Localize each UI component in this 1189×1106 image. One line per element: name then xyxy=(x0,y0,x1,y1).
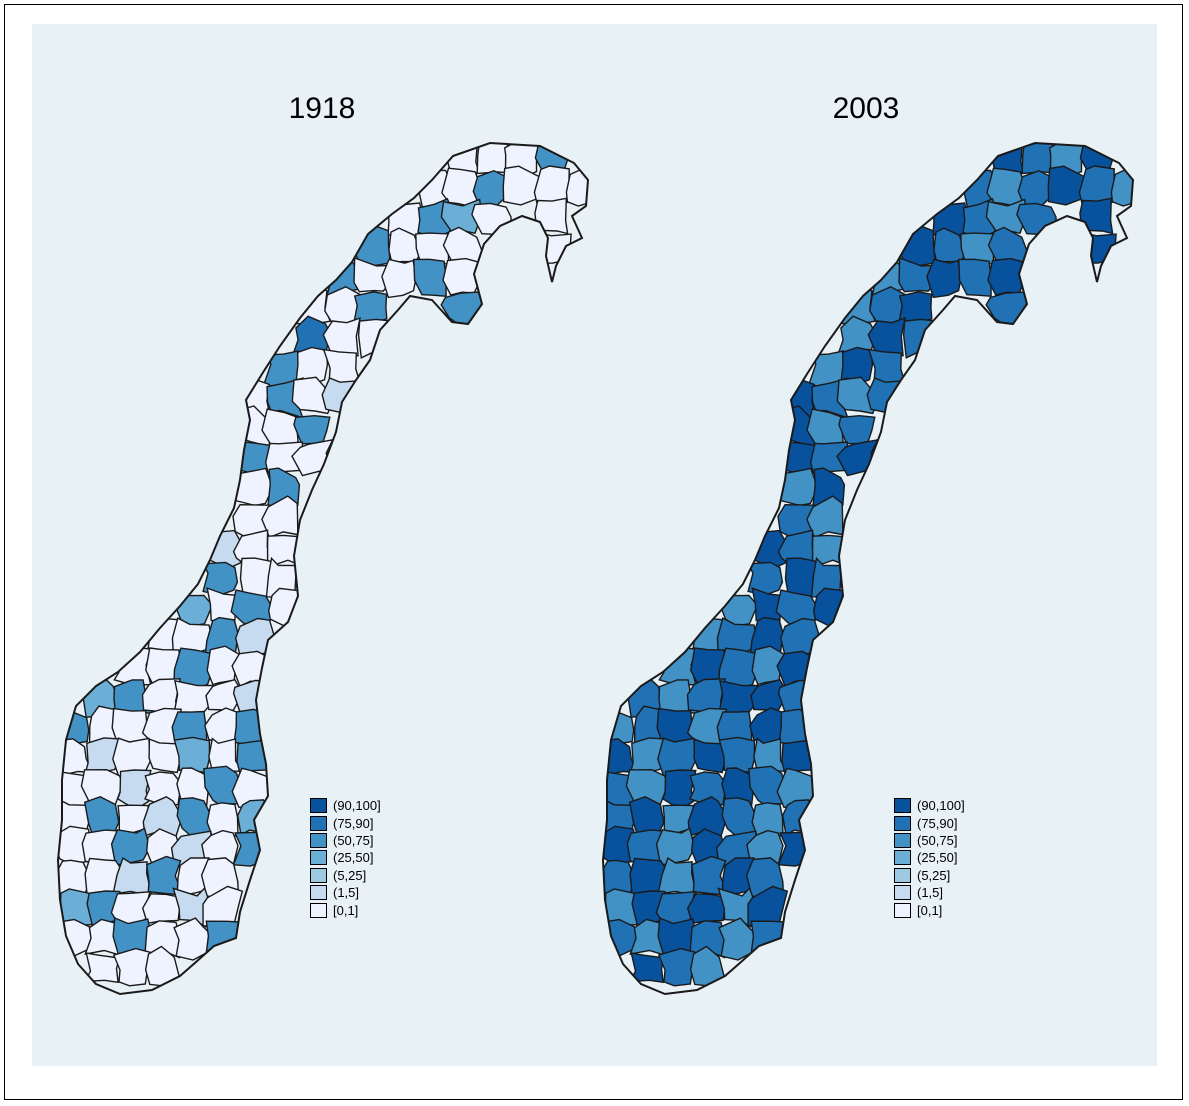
municipality-region xyxy=(985,198,1028,235)
legend-item: (90,100] xyxy=(894,797,1014,814)
municipality-region xyxy=(291,376,334,415)
legend-swatch xyxy=(310,885,327,901)
legend-swatch xyxy=(894,850,911,866)
legend-swatch xyxy=(310,832,327,848)
municipality-region xyxy=(144,920,182,959)
municipality-region xyxy=(353,257,393,293)
municipality-region xyxy=(898,257,938,293)
legend-label: (50,75] xyxy=(917,832,958,848)
country-outline xyxy=(56,141,590,996)
municipality-region xyxy=(148,738,183,774)
municipality-region xyxy=(926,258,962,299)
legend-item: (5,25] xyxy=(894,867,1014,884)
municipality-region xyxy=(352,291,388,329)
municipality-region xyxy=(413,258,447,297)
municipality-region xyxy=(718,736,756,774)
municipality-region xyxy=(746,561,784,596)
municipality-region xyxy=(628,737,668,779)
municipality-region xyxy=(144,771,182,806)
municipality-region xyxy=(112,947,151,987)
municipality-region xyxy=(836,376,879,415)
municipality-region xyxy=(779,617,821,657)
legend-swatch xyxy=(894,902,911,918)
municipality-region xyxy=(718,647,760,690)
municipality-region xyxy=(440,198,483,235)
municipality-region xyxy=(83,737,123,779)
municipality-region xyxy=(1110,168,1133,207)
legend-swatch xyxy=(894,885,911,901)
municipality-region xyxy=(116,769,152,811)
legend-item: (75,90] xyxy=(894,814,1014,831)
municipality-region xyxy=(141,893,181,925)
municipality-region xyxy=(867,317,906,359)
legend-label: (90,100] xyxy=(917,798,965,814)
legend-item: (25,50] xyxy=(310,849,430,866)
municipality-region xyxy=(958,258,992,297)
legend-label: (90,100] xyxy=(333,798,381,814)
legend-swatch xyxy=(894,832,911,848)
municipality-region xyxy=(110,827,151,866)
legend-item: (50,75] xyxy=(310,832,430,849)
legend-label: (5,25] xyxy=(333,867,367,883)
legend-item: (90,100] xyxy=(310,797,430,814)
legend-label: (50,75] xyxy=(333,832,374,848)
municipality-region xyxy=(686,893,726,925)
legend-label: [0,1] xyxy=(917,902,943,918)
legend-swatch xyxy=(894,815,911,831)
legend-item: [0,1] xyxy=(310,901,430,918)
legend-swatch xyxy=(894,798,911,814)
legend-swatch xyxy=(310,902,327,918)
municipality-region xyxy=(295,346,329,386)
map-title-1918: 1918 xyxy=(288,92,356,125)
municipality-region xyxy=(1016,202,1058,235)
municipality-region xyxy=(777,826,817,867)
municipality-region xyxy=(173,647,215,690)
municipality-region xyxy=(902,318,939,359)
legend-label: (75,90] xyxy=(333,815,374,831)
municipality-region xyxy=(534,197,569,235)
legend-label: (75,90] xyxy=(917,815,958,831)
legend-swatch xyxy=(310,850,327,866)
municipality-region xyxy=(1079,197,1114,235)
legend-1918: (90,100] (75,90] (50,75] (25,50] (5,25] … xyxy=(310,797,430,919)
legend-swatch xyxy=(310,798,327,814)
municipality-region xyxy=(381,258,417,299)
legend-swatch xyxy=(310,815,327,831)
country-outline xyxy=(601,141,1135,996)
municipality-region xyxy=(693,738,728,774)
municipality-region xyxy=(655,827,696,866)
map-title-2003: 2003 xyxy=(832,92,900,125)
municipality-region xyxy=(689,771,727,806)
legend-item: (25,50] xyxy=(894,849,1014,866)
municipality-region xyxy=(657,947,696,987)
legend-label: (25,50] xyxy=(917,850,958,866)
municipality-region xyxy=(322,317,361,359)
legend-label: (1,5] xyxy=(333,885,360,901)
municipality-region xyxy=(778,708,819,746)
legend-2003: (90,100] (75,90] (50,75] (25,50] (5,25] … xyxy=(894,797,1014,919)
legend-label: (5,25] xyxy=(917,867,951,883)
municipality-region xyxy=(661,769,697,811)
municipality-region xyxy=(689,920,727,959)
legend-item: (1,5] xyxy=(894,884,1014,901)
legend-item: (5,25] xyxy=(310,867,430,884)
legend-swatch xyxy=(310,867,327,883)
municipality-region xyxy=(840,346,874,386)
municipality-region xyxy=(201,561,239,596)
legend-item: (50,75] xyxy=(894,832,1014,849)
municipality-region xyxy=(838,414,876,445)
legend-label: (25,50] xyxy=(333,850,374,866)
legend-swatch xyxy=(894,867,911,883)
municipality-region xyxy=(897,291,933,329)
legend-item: (75,90] xyxy=(310,814,430,831)
legend-label: (1,5] xyxy=(917,885,944,901)
legend-item: [0,1] xyxy=(894,901,1014,918)
legend-label: [0,1] xyxy=(333,902,359,918)
legend-item: (1,5] xyxy=(310,884,430,901)
